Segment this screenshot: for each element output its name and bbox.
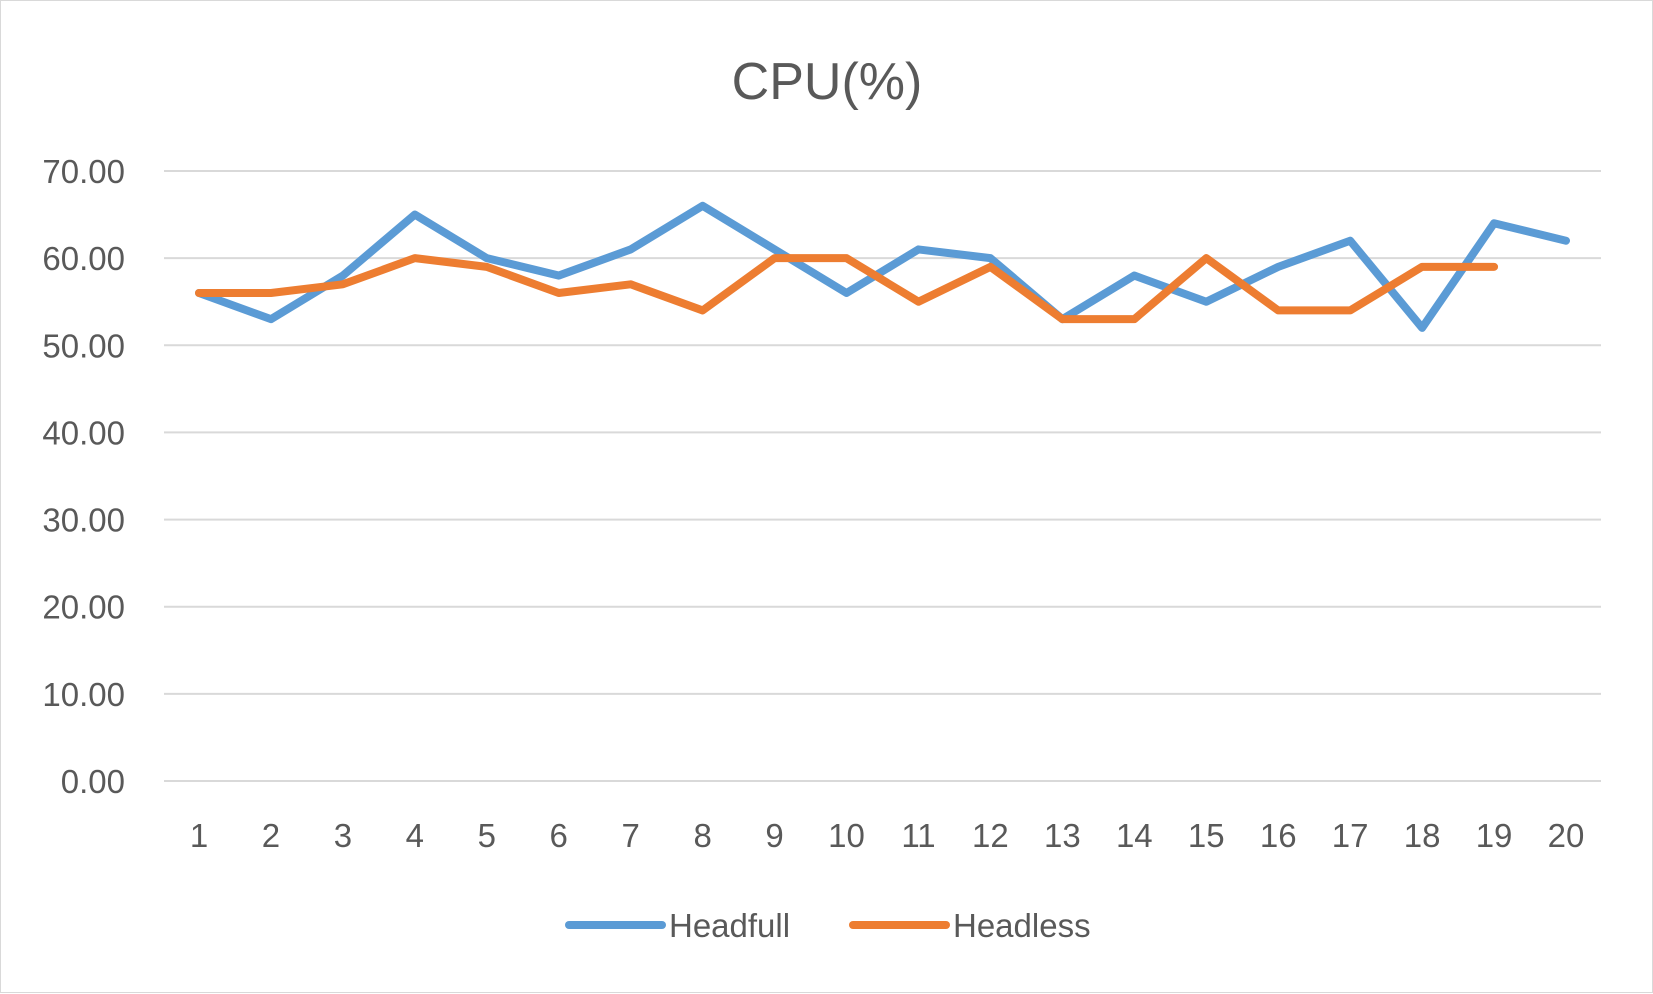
x-tick-label: 5 <box>478 817 496 854</box>
y-tick-label: 30.00 <box>42 502 125 539</box>
legend: Headfull Headless <box>565 907 1091 944</box>
x-tick-label: 17 <box>1332 817 1369 854</box>
x-tick-label: 8 <box>693 817 711 854</box>
chart-title: CPU(%) <box>732 53 923 111</box>
x-tick-label: 15 <box>1188 817 1225 854</box>
x-tick-label: 14 <box>1116 817 1153 854</box>
x-tick-label: 1 <box>190 817 208 854</box>
x-tick-label: 19 <box>1476 817 1513 854</box>
y-tick-label: 60.00 <box>42 240 125 277</box>
x-axis-tick-labels: 1 2 3 4 5 6 7 8 9 10 11 12 13 14 15 16 17 18 19 20 <box>190 817 1585 854</box>
x-tick-label: 3 <box>334 817 352 854</box>
x-tick-label: 13 <box>1044 817 1081 854</box>
legend-label: Headfull <box>669 907 790 944</box>
legend-label: Headless <box>953 907 1091 944</box>
x-tick-label: 18 <box>1404 817 1441 854</box>
series-line-headless <box>195 254 1499 324</box>
x-tick-label: 11 <box>901 817 935 854</box>
x-tick-label: 16 <box>1260 817 1297 854</box>
y-tick-label: 20.00 <box>42 589 125 626</box>
x-tick-label: 2 <box>262 817 280 854</box>
y-tick-label: 0.00 <box>61 763 125 800</box>
x-tick-label: 10 <box>828 817 865 854</box>
legend-item-headfull: Headfull <box>565 907 790 944</box>
legend-item-headless: Headless <box>849 907 1091 944</box>
y-tick-label: 70.00 <box>42 153 125 190</box>
y-axis-tick-labels: 0.00 10.00 20.00 30.00 40.00 50.00 60.00 70.00 <box>42 153 125 800</box>
y-tick-label: 10.00 <box>42 676 125 713</box>
x-tick-label: 6 <box>550 817 568 854</box>
x-tick-label: 20 <box>1548 817 1585 854</box>
series-line-headfull <box>195 201 1570 332</box>
x-tick-label: 12 <box>972 817 1009 854</box>
x-tick-label: 7 <box>622 817 640 854</box>
x-tick-label: 4 <box>406 817 424 854</box>
gridlines <box>164 170 1601 782</box>
series-lines <box>195 201 1570 332</box>
y-tick-label: 40.00 <box>42 414 125 451</box>
y-tick-label: 50.00 <box>42 327 125 364</box>
x-tick-label: 9 <box>765 817 783 854</box>
